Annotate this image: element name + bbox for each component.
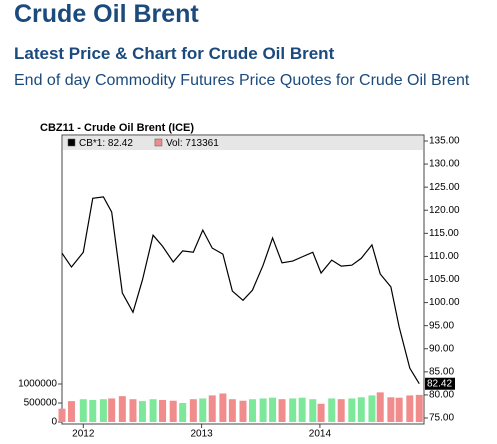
page-title: Crude Oil Brent	[14, 0, 199, 28]
volume-bar	[348, 398, 356, 423]
volume-bar	[89, 399, 97, 423]
volume-bar	[317, 403, 325, 423]
y-tick-label: 100.00	[429, 297, 460, 308]
volume-bar	[179, 403, 187, 423]
volume-bar	[406, 395, 414, 423]
volume-bar	[79, 399, 87, 423]
x-tick-label: 2014	[309, 429, 332, 440]
volume-bar	[108, 398, 116, 423]
legend-bar	[63, 136, 423, 150]
volume-bar	[99, 399, 107, 423]
volume-bar	[278, 399, 286, 423]
volume-bar	[208, 395, 216, 423]
chart-title: CBZ11 - Crude Oil Brent (ICE)	[40, 122, 194, 134]
page-subtitle: Latest Price & Chart for Crude Oil Brent	[14, 44, 335, 63]
price-line	[61, 196, 420, 385]
x-tick-label: 2012	[72, 429, 95, 440]
y-tick-label: 130.00	[429, 159, 460, 170]
y2-tick-label: 0	[51, 417, 57, 428]
x-tick-label: 2013	[190, 429, 213, 440]
volume-bar	[129, 399, 137, 423]
volume-bar	[376, 392, 384, 423]
volume-bar	[169, 400, 177, 423]
y-tick-label: 80.00	[429, 390, 454, 401]
volume-bar	[298, 397, 306, 423]
y2-tick-label: 1000000	[18, 379, 57, 390]
y-tick-label: 120.00	[429, 205, 460, 216]
volume-bar	[67, 401, 75, 423]
volume-bar	[228, 399, 236, 423]
volume-bar	[328, 398, 336, 423]
volume-bar	[189, 399, 197, 423]
page-description: End of day Commodity Futures Price Quote…	[14, 72, 470, 89]
y-tick-label: 85.00	[429, 366, 454, 377]
plot-frame	[61, 134, 425, 425]
y-tick-label: 90.00	[429, 343, 454, 354]
volume-bar	[269, 397, 277, 423]
volume-bar	[239, 400, 247, 423]
y-tick-label: 115.00	[429, 228, 459, 239]
volume-bar	[259, 398, 267, 423]
volume-bar	[138, 401, 146, 423]
legend-label: CB*1: 82.42	[79, 138, 133, 149]
volume-bar	[337, 399, 345, 423]
last-price-label: 82.42	[427, 378, 452, 389]
volume-bar	[289, 398, 297, 423]
y-tick-label: 75.00	[429, 413, 454, 424]
volume-bar	[199, 398, 207, 423]
y-tick-label: 105.00	[429, 274, 460, 285]
last-price-box	[425, 377, 455, 390]
volume-bar	[118, 396, 126, 423]
volume-bar	[149, 399, 157, 423]
y-tick-label: 110.00	[429, 251, 459, 262]
volume-bar	[219, 393, 227, 423]
volume-bar	[357, 397, 365, 423]
legend-swatch	[67, 138, 76, 147]
volume-bar	[387, 397, 395, 423]
volume-bar	[309, 399, 317, 423]
volume-bar	[415, 394, 423, 423]
legend-label: Vol: 713361	[166, 138, 219, 149]
y-tick-label: 125.00	[429, 182, 460, 193]
volume-bar	[248, 399, 256, 423]
legend-swatch	[154, 138, 163, 147]
volume-bar	[368, 395, 376, 423]
volume-bar	[58, 408, 66, 423]
y-tick-label: 135.00	[429, 136, 460, 147]
y2-tick-label: 500000	[24, 398, 58, 409]
y-tick-label: 95.00	[429, 320, 454, 331]
volume-bar	[159, 399, 167, 423]
volume-bar	[395, 397, 403, 423]
